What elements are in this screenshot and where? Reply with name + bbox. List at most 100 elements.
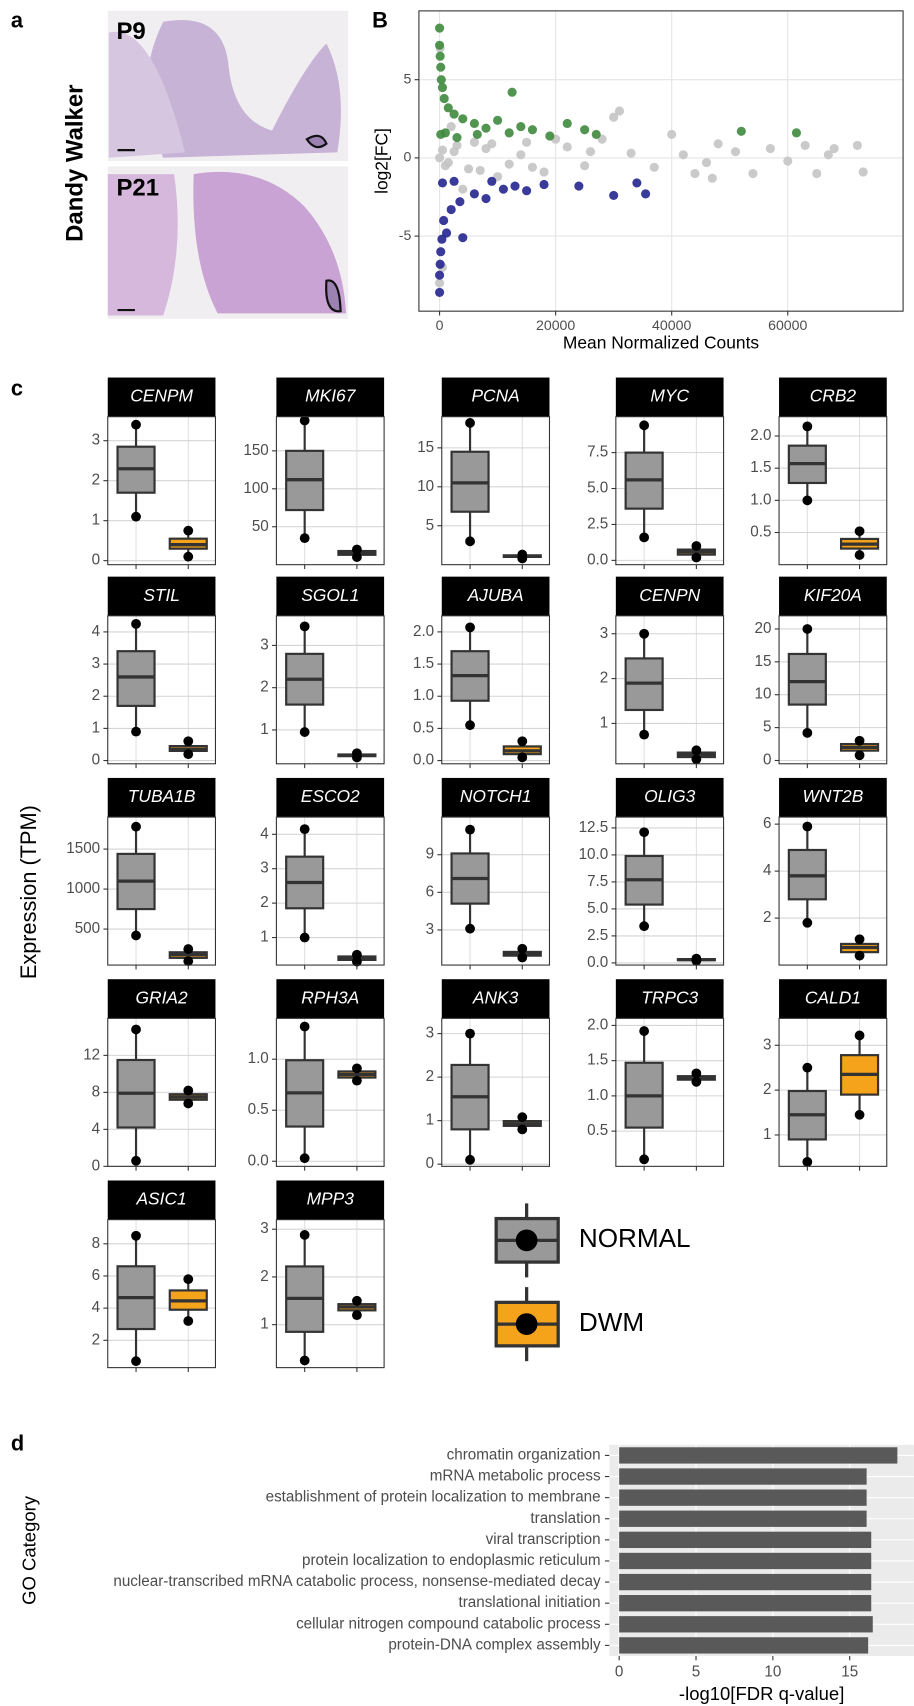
min-point (300, 933, 310, 943)
point (801, 141, 810, 150)
strip-label: SGOL1 (301, 585, 359, 605)
min-point (691, 553, 701, 563)
point (528, 125, 537, 134)
strip-label: CRB2 (810, 386, 857, 406)
min-point (517, 752, 527, 762)
max-point (183, 944, 193, 954)
point (609, 191, 618, 200)
y-tick-label: 1000 (66, 880, 100, 897)
point (444, 158, 453, 167)
max-point (691, 541, 701, 551)
max-point (300, 1230, 310, 1240)
min-point (183, 1316, 193, 1326)
y-tick-label: 6 (426, 883, 434, 900)
point (458, 185, 467, 194)
x-tick-label: 0 (436, 317, 444, 333)
y-tick-label: 1 (260, 929, 268, 946)
panel-label: B (372, 8, 388, 33)
max-point (639, 1026, 649, 1036)
point (632, 178, 641, 187)
max-point (131, 822, 141, 832)
y-tick-label: 50 (252, 518, 269, 535)
row-label: Dandy Walker (62, 85, 89, 242)
point (592, 130, 601, 139)
max-point (639, 827, 649, 837)
min-point (802, 728, 812, 738)
y-tick-label: 1.0 (587, 1087, 608, 1104)
y-tick-label: 5.0 (587, 480, 608, 497)
y-tick-label: 3 (260, 636, 268, 653)
y-tick-label: 3 (763, 1036, 771, 1053)
strip-label: PCNA (471, 386, 519, 406)
min-point (352, 1076, 362, 1086)
min-point (131, 1356, 141, 1366)
point (609, 113, 618, 122)
y-tick-label: nuclear-transcribed mRNA catabolic proce… (113, 1573, 601, 1590)
min-point (639, 1154, 649, 1164)
point (470, 119, 479, 128)
x-tick-label: 10 (764, 1663, 781, 1680)
strip-label: WNT2B (802, 786, 863, 806)
point (783, 156, 792, 165)
y-tick-label: 3 (92, 432, 100, 449)
y-tick-label: 3 (92, 655, 100, 672)
point (458, 233, 467, 242)
strip-label: CALD1 (805, 987, 861, 1007)
y-tick-label: 1 (92, 512, 100, 529)
bar (619, 1574, 871, 1590)
x-tick-label: 40000 (652, 317, 691, 333)
strip-label: CENPM (130, 386, 193, 406)
min-point (691, 754, 701, 764)
y-tick-label: 5 (426, 517, 434, 534)
max-point (183, 526, 193, 536)
max-point (802, 1063, 812, 1073)
page: a P9 P21 Dandy Walker B0200004000060000-… (0, 0, 914, 1706)
strip-label: KIF20A (804, 585, 862, 605)
y-tick-label: 3 (260, 860, 268, 877)
y-tick-label: 2 (92, 472, 100, 489)
y-tick-label: 3 (600, 625, 608, 642)
point (766, 144, 775, 153)
max-point (691, 1068, 701, 1078)
y-tick-label: chromatin organization (447, 1446, 601, 1463)
bar (619, 1489, 866, 1505)
y-tick-label: 0.0 (587, 954, 608, 971)
min-point (352, 1310, 362, 1320)
min-point (131, 1156, 141, 1166)
panel-label: a (11, 8, 24, 33)
max-point (131, 1025, 141, 1035)
max-point (855, 526, 865, 536)
bar (619, 1616, 873, 1632)
max-point (465, 418, 475, 428)
point (455, 197, 464, 206)
max-point (465, 622, 475, 632)
y-tick-label: 4 (92, 1299, 101, 1316)
point (436, 260, 445, 269)
y-tick-label: 1 (260, 1316, 268, 1333)
x-tick-label: 0 (615, 1663, 623, 1680)
point (690, 169, 699, 178)
min-point (855, 951, 865, 961)
min-point (802, 1157, 812, 1167)
y-tick-label: 1 (600, 714, 608, 731)
min-point (802, 495, 812, 505)
y-tick-label: 1 (763, 1126, 771, 1143)
strip-label: TUBA1B (128, 786, 196, 806)
min-point (517, 1124, 527, 1134)
y-tick-label: 10 (417, 478, 434, 495)
figure: a P9 P21 Dandy Walker B0200004000060000-… (0, 0, 914, 1706)
min-point (802, 918, 812, 928)
point (435, 24, 444, 33)
point (859, 167, 868, 176)
y-tick-label: 2 (92, 1331, 100, 1348)
point (641, 189, 650, 198)
y-tick-label: 1.5 (587, 1052, 608, 1069)
y-tick-label: 10.0 (579, 846, 609, 863)
point (450, 110, 459, 119)
bar (619, 1637, 868, 1653)
x-tick-label: 20000 (536, 317, 575, 333)
max-point (131, 619, 141, 629)
max-point (352, 748, 362, 758)
max-point (517, 1112, 527, 1122)
y-tick-label: viral transcription (486, 1531, 601, 1548)
